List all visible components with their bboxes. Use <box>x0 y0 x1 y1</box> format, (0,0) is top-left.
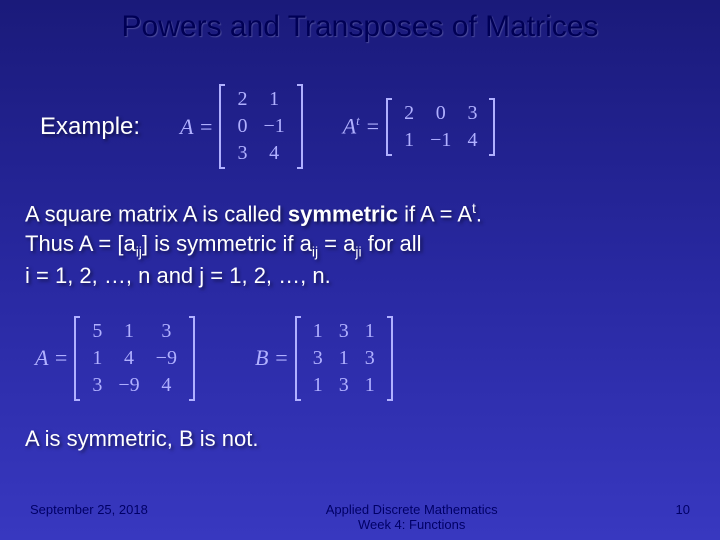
bracket-left-icon <box>74 316 80 401</box>
matrix-Asym-lhs: A = <box>35 345 68 371</box>
matrix-At-grid: 203 1 −1 4 <box>398 98 483 156</box>
matrix-cell: 1 <box>365 320 375 343</box>
footer-course: Applied Discrete Mathematics <box>148 502 676 517</box>
matrix-cell: −9 <box>156 347 177 370</box>
bracket-left-icon <box>386 98 392 156</box>
matrix-At: At = 203 1 −1 4 <box>343 98 496 156</box>
footer-date: September 25, 2018 <box>30 502 148 517</box>
matrix-cell: 2 <box>404 102 414 125</box>
matrix-cell: 1 <box>92 347 102 370</box>
matrix-cell: 0 <box>430 102 451 125</box>
closing-text: A is symmetric, B is not. <box>0 426 720 452</box>
matrix-A: A = 210 −1 34 <box>180 84 303 169</box>
matrix-cell: 1 <box>365 374 375 397</box>
matrix-cell: 3 <box>92 374 102 397</box>
matrix-cell: 1 <box>118 320 139 343</box>
matrix-cell: 3 <box>467 102 477 125</box>
matrix-A-grid: 210 −1 34 <box>231 84 290 169</box>
example-row: Example: A = 210−134 At = 2031−14 <box>0 84 720 169</box>
matrix-cell: 1 <box>313 374 323 397</box>
matrix-cell: 1 <box>313 320 323 343</box>
footer-week: Week 4: Functions <box>148 517 676 532</box>
matrix-cell: 2 <box>237 88 247 111</box>
matrix-Asym-grid: 51314−93−94 <box>86 316 183 401</box>
matrix-cell: 1 <box>339 347 349 370</box>
matrix-cell: 3 <box>156 320 177 343</box>
footer-center: Applied Discrete Mathematics Week 4: Fun… <box>148 502 676 532</box>
example-label: Example: <box>40 113 140 141</box>
matrix-Asym: A = 51314−93−94 <box>35 316 195 401</box>
matrix-cell: 4 <box>156 374 177 397</box>
matrix-cell: 3 <box>339 374 349 397</box>
matrix-cell: 5 <box>92 320 102 343</box>
matrix-B-lhs: B = <box>255 345 289 371</box>
matrix-cell: 3 <box>339 320 349 343</box>
bracket-left-icon <box>219 84 225 169</box>
matrix-cell: 1 <box>404 129 414 152</box>
matrix-A-lhs: A = <box>180 114 213 140</box>
matrix-cell: 4 <box>263 142 284 165</box>
bracket-right-icon <box>189 316 195 401</box>
bracket-left-icon <box>295 316 301 401</box>
matrix-cell: 1 <box>263 88 284 111</box>
bracket-right-icon <box>489 98 495 156</box>
definition-text: A square matrix A is called symmetric if… <box>0 199 720 291</box>
footer: September 25, 2018 Applied Discrete Math… <box>0 502 720 532</box>
bracket-right-icon <box>297 84 303 169</box>
matrix-cell: 4 <box>467 129 477 152</box>
matrix-cell: −1 <box>263 115 284 138</box>
matrix-B-grid: 131313131 <box>307 316 381 401</box>
matrix-cell: 3 <box>313 347 323 370</box>
matrix-cell: 0 <box>237 115 247 138</box>
matrix-cell: −9 <box>118 374 139 397</box>
matrix-cell: 3 <box>365 347 375 370</box>
footer-page-number: 10 <box>676 502 690 517</box>
matrix-At-lhs: At = <box>343 113 380 139</box>
matrix-B: B = 131313131 <box>255 316 393 401</box>
bracket-right-icon <box>387 316 393 401</box>
matrix-row-2: A = 51314−93−94 B = 131313131 <box>0 316 720 401</box>
matrix-cell: 3 <box>237 142 247 165</box>
slide-title: Powers and Transposes of Matrices <box>0 0 720 44</box>
matrix-cell: 4 <box>118 347 139 370</box>
matrix-cell: −1 <box>430 129 451 152</box>
